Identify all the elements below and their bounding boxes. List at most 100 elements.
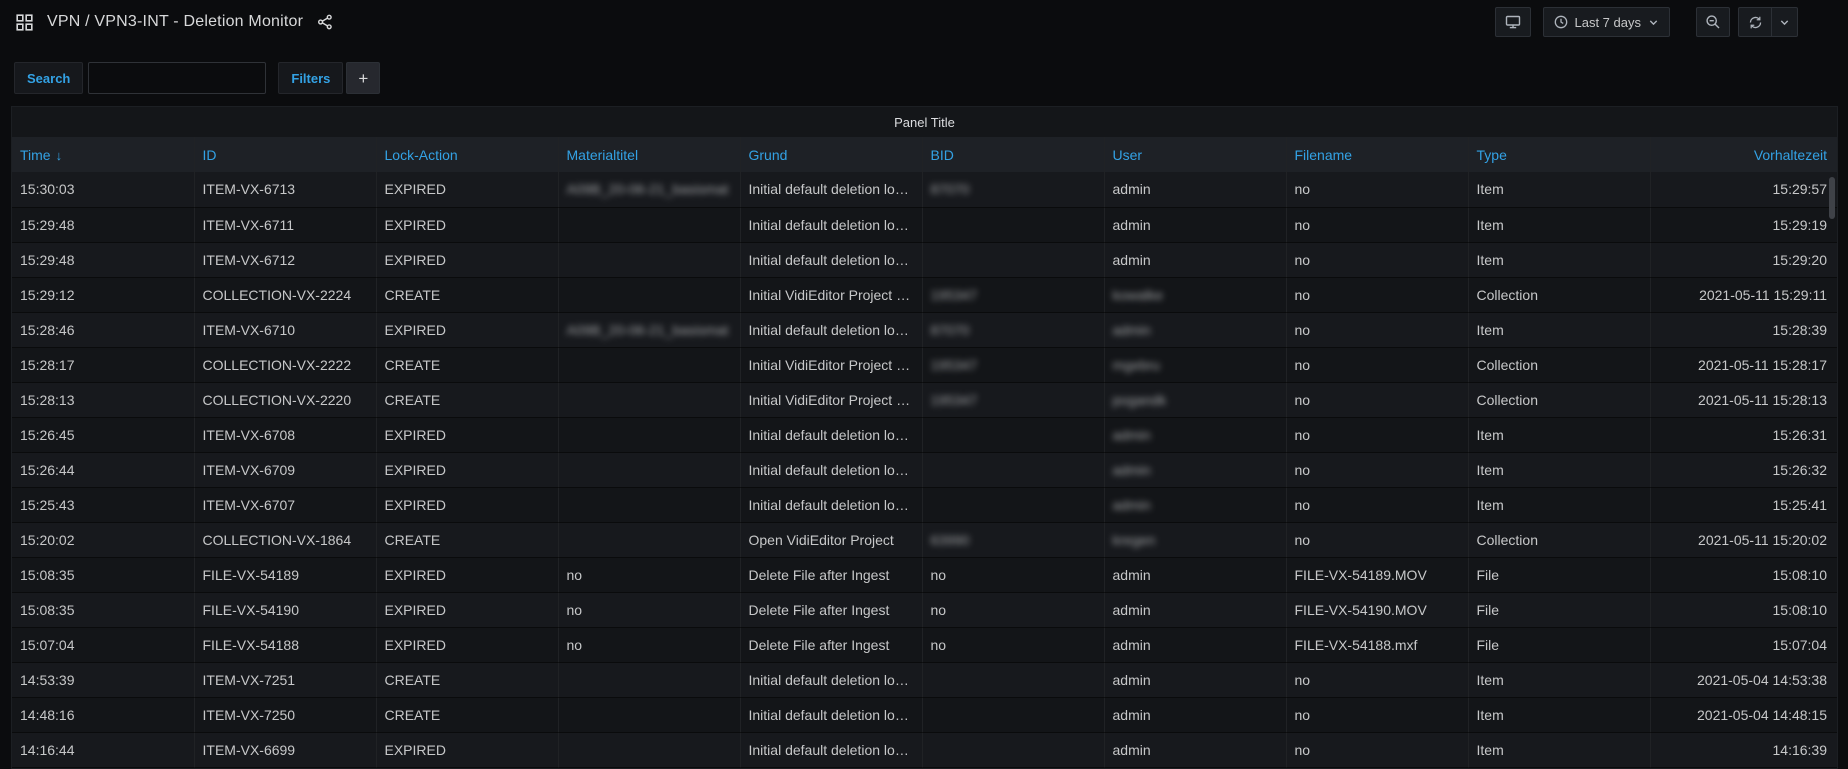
refresh-button[interactable] [1738, 7, 1772, 37]
cell-time: 15:29:48 [12, 207, 195, 243]
cell-lock_action: EXPIRED [376, 242, 559, 278]
cell-type: Collection [1468, 382, 1651, 418]
cell-type: Item [1468, 172, 1651, 208]
cell-materialtitel [558, 347, 741, 383]
cell-type: Collection [1468, 347, 1651, 383]
refresh-interval-dropdown[interactable] [1772, 7, 1798, 37]
cell-id: ITEM-VX-6708 [194, 417, 377, 453]
search-label-chip[interactable]: Search [14, 62, 84, 94]
cell-user: admin [1104, 417, 1287, 453]
cell-grund: Initial VidiEditor Project cr… [740, 382, 923, 418]
cell-materialtitel [558, 522, 741, 558]
cell-grund: Initial default deletion loc… [740, 207, 923, 243]
cell-id: ITEM-VX-6712 [194, 242, 377, 278]
cell-user: admin [1104, 172, 1287, 208]
cell-user: admin [1104, 592, 1287, 628]
column-header-id[interactable]: ID [194, 137, 377, 172]
cycle-view-mode-button[interactable] [1494, 7, 1531, 37]
monitor-icon [1505, 15, 1520, 29]
cell-lock_action: CREATE [376, 382, 559, 418]
cell-bid [922, 242, 1105, 278]
cell-lock_action: CREATE [376, 662, 559, 698]
table-header-row: Time ↓ ID Lock-Action Materialtitel Grund BID U… [12, 137, 1837, 172]
cell-type: Item [1468, 312, 1651, 348]
cell-filename: no [1286, 522, 1469, 558]
cell-id: ITEM-VX-6711 [194, 207, 377, 243]
table-row: 15:08:35 FILE-VX-54189 EXPIRED no Delete Fil… [12, 557, 1837, 593]
cell-grund: Initial default deletion loc… [740, 172, 923, 208]
cell-user: admin [1104, 662, 1287, 698]
column-header-vorhaltezeit[interactable]: Vorhaltezeit [1650, 137, 1837, 172]
page-title[interactable]: VPN / VPN3-INT - Deletion Monitor [47, 13, 304, 30]
dashboard-grid-icon[interactable] [14, 12, 35, 33]
cell-type: File [1468, 592, 1651, 628]
cell-bid [922, 417, 1105, 453]
filters-button[interactable]: Filters [278, 62, 344, 94]
column-header-filename[interactable]: Filename [1286, 137, 1469, 172]
column-header-type[interactable]: Type [1468, 137, 1651, 172]
table-row: 14:53:39 ITEM-VX-7251 CREATE Initial defaul… [12, 662, 1837, 698]
cell-vorhaltezeit: 15:25:41 [1650, 487, 1837, 523]
cell-filename: no [1286, 417, 1469, 453]
cell-time: 15:26:45 [12, 417, 195, 453]
table-row: 15:20:02 COLLECTION-VX-1864 CREATE Open Vid… [12, 522, 1837, 558]
add-filter-button[interactable]: + [346, 62, 381, 94]
cell-user: admin [1104, 312, 1287, 348]
column-header-time[interactable]: Time ↓ [12, 137, 195, 172]
cell-time: 15:30:03 [12, 172, 195, 208]
column-header-lock_action[interactable]: Lock-Action [376, 137, 559, 172]
time-range-picker[interactable]: Last 7 days [1542, 7, 1670, 37]
search-input[interactable] [88, 62, 267, 94]
vertical-scrollbar[interactable] [1829, 177, 1835, 219]
cell-lock_action: EXPIRED [376, 627, 559, 663]
panel-title[interactable]: Panel Title [894, 114, 955, 130]
cell-time: 15:29:12 [12, 277, 195, 313]
cell-lock_action: CREATE [376, 347, 559, 383]
table-row: 15:28:17 COLLECTION-VX-2222 CREATE Initial … [12, 347, 1837, 383]
share-icon[interactable] [315, 12, 335, 32]
cell-vorhaltezeit: 2021-05-11 15:28:17 [1650, 347, 1837, 383]
cell-bid [922, 487, 1105, 523]
cell-grund: Initial default deletion loc… [740, 452, 923, 488]
cell-id: FILE-VX-54190 [194, 592, 377, 628]
cell-materialtitel [558, 662, 741, 698]
cell-grund: Initial default deletion loc… [740, 312, 923, 348]
refresh-icon [1749, 16, 1761, 28]
cell-filename: no [1286, 172, 1469, 208]
cell-filename: no [1286, 347, 1469, 383]
cell-type: Item [1468, 452, 1651, 488]
cell-id: FILE-VX-54189 [194, 557, 377, 593]
cell-user: mgebru [1104, 347, 1287, 383]
column-header-materialtitel[interactable]: Materialtitel [558, 137, 741, 172]
cell-bid: 195347 [922, 382, 1105, 418]
zoom-out-time-button[interactable] [1696, 7, 1730, 37]
time-range-label: Last 7 days [1574, 14, 1642, 30]
cell-bid: 87070 [922, 312, 1105, 348]
column-header-grund[interactable]: Grund [740, 137, 923, 172]
column-header-bid[interactable]: BID [922, 137, 1105, 172]
cell-vorhaltezeit: 15:29:20 [1650, 242, 1837, 278]
cell-id: ITEM-VX-6710 [194, 312, 377, 348]
table-row: 15:29:12 COLLECTION-VX-2224 CREATE Initial … [12, 277, 1837, 313]
cell-vorhaltezeit: 15:08:10 [1650, 557, 1837, 593]
top-navigation-bar: VPN / VPN3-INT - Deletion Monitor Last 7… [0, 0, 1848, 44]
cell-type: Collection [1468, 277, 1651, 313]
cell-filename: FILE-VX-54190.MOV [1286, 592, 1469, 628]
cell-vorhaltezeit: 15:29:57 [1650, 172, 1837, 208]
cell-filename: no [1286, 487, 1469, 523]
cell-materialtitel [558, 277, 741, 313]
table-row: 15:29:48 ITEM-VX-6712 EXPIRED Initial defau… [12, 242, 1837, 278]
cell-vorhaltezeit: 15:26:32 [1650, 452, 1837, 488]
cell-type: Item [1468, 697, 1651, 733]
cell-materialtitel [558, 417, 741, 453]
cell-bid: 87070 [922, 172, 1105, 208]
table-row: 15:25:43 ITEM-VX-6707 EXPIRED Initial defau… [12, 487, 1837, 523]
cell-time: 15:07:04 [12, 627, 195, 663]
clock-icon [1554, 15, 1567, 29]
cell-materialtitel [558, 732, 741, 768]
cell-time: 15:20:02 [12, 522, 195, 558]
cell-type: File [1468, 557, 1651, 593]
column-header-user[interactable]: User [1104, 137, 1287, 172]
cell-time: 15:08:35 [12, 557, 195, 593]
sort-desc-icon: ↓ [55, 147, 63, 163]
